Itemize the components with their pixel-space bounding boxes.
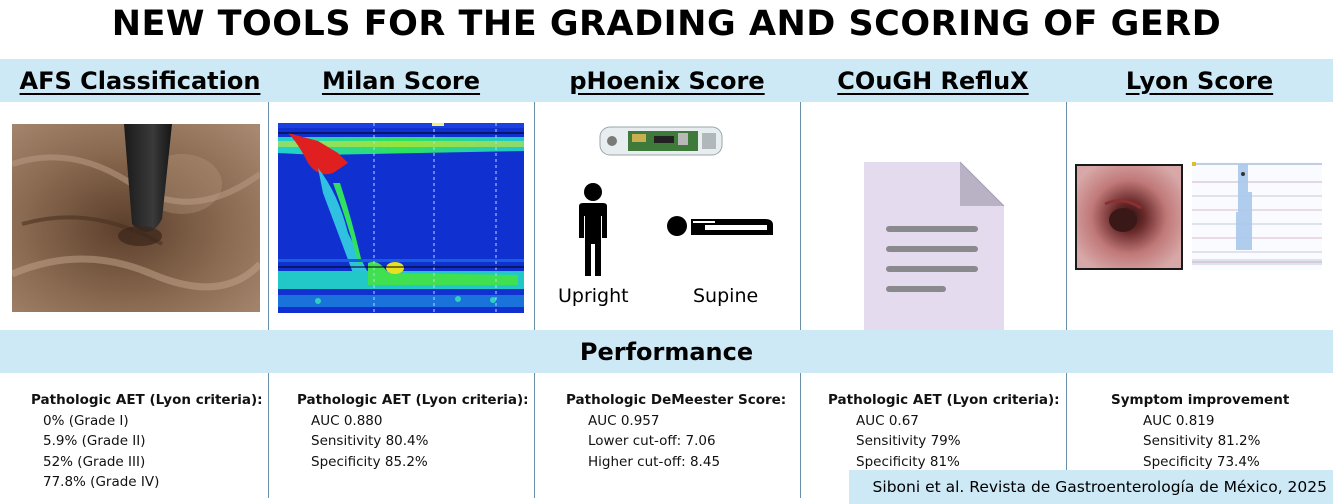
stats-phoenix: Pathologic DeMeester Score: AUC 0.957 Lo…	[566, 390, 786, 472]
column-title-cough: COuGH RefluX	[837, 67, 1029, 95]
lyon-endoscopy-image	[1075, 164, 1183, 270]
upright-label: Upright	[558, 285, 629, 307]
stats-line: Higher cut-off: 8.45	[588, 453, 721, 470]
stats-afs: Pathologic AET (Lyon criteria): 0% (Grad…	[31, 390, 263, 493]
supine-label: Supine	[693, 285, 759, 307]
page-title: NEW TOOLS FOR THE GRADING AND SCORING OF…	[111, 4, 1222, 44]
stats-line: 52% (Grade III)	[43, 453, 146, 470]
stats-line: AUC 0.880	[311, 412, 383, 429]
column-divider	[800, 102, 801, 330]
column-title-lyon: Lyon Score	[1125, 67, 1274, 95]
stats-heading: Pathologic AET (Lyon criteria):	[297, 392, 529, 408]
stats-line: Specificity 85.2%	[311, 453, 428, 470]
column-divider	[1066, 373, 1067, 498]
citation: Siboni et al. Revista de Gastroenterolog…	[849, 470, 1333, 504]
document-icon	[864, 161, 1005, 330]
column-header-band	[0, 59, 1333, 102]
column-title-phoenix: pHoenix Score	[569, 67, 765, 95]
stats-milan: Pathologic AET (Lyon criteria): AUC 0.88…	[297, 390, 529, 472]
milan-heatmap	[278, 123, 524, 313]
stats-line: Sensitivity 81.2%	[1143, 433, 1261, 449]
stats-line: Lower cut-off: 7.06	[588, 433, 716, 449]
column-title-milan: Milan Score	[321, 67, 481, 95]
stats-line: 5.9% (Grade II)	[43, 433, 146, 449]
stats-heading: Pathologic AET (Lyon criteria):	[828, 392, 1060, 408]
stats-heading: Pathologic DeMeester Score:	[566, 392, 787, 408]
column-divider	[1066, 102, 1067, 330]
endoscopy-image	[12, 124, 260, 312]
stats-line: AUC 0.819	[1143, 412, 1215, 429]
stats-line: Sensitivity 80.4%	[311, 433, 429, 449]
performance-band	[0, 330, 1333, 373]
stats-heading: Symptom improvement	[1111, 392, 1290, 408]
column-divider	[268, 373, 269, 498]
stats-line: AUC 0.957	[588, 412, 660, 429]
performance-title: Performance	[579, 338, 754, 366]
column-divider	[268, 102, 269, 330]
column-divider	[534, 102, 535, 330]
stats-line: 0% (Grade I)	[43, 412, 129, 429]
stats-line: Specificity 81%	[856, 453, 960, 470]
supine-person-icon	[667, 216, 773, 236]
stats-cough: Pathologic AET (Lyon criteria): AUC 0.67…	[828, 390, 1060, 472]
column-title-afs: AFS Classification	[19, 67, 261, 95]
stats-line: AUC 0.67	[856, 412, 919, 429]
stats-line: Sensitivity 79%	[856, 433, 961, 449]
ph-capsule-icon	[599, 126, 723, 156]
stats-line: Specificity 73.4%	[1143, 453, 1260, 470]
column-divider	[800, 373, 801, 498]
stats-lyon: Symptom improvement AUC 0.819 Sensitivit…	[1111, 390, 1289, 472]
stats-line: 77.8% (Grade IV)	[43, 474, 160, 490]
column-divider	[534, 373, 535, 498]
lyon-impedance-trace	[1192, 162, 1322, 270]
stats-heading: Pathologic AET (Lyon criteria):	[31, 392, 263, 408]
upright-person-icon	[579, 183, 607, 276]
